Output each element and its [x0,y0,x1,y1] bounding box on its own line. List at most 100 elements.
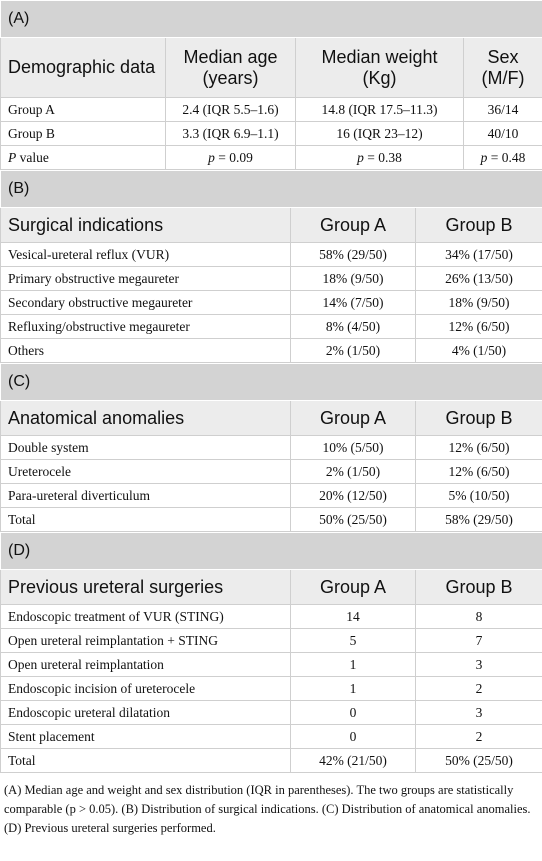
cell: 20% (12/50) [290,483,416,508]
cell: 12% (6/50) [415,459,542,484]
data-row: Double system 10% (5/50) 12% (6/50) [0,435,542,460]
cell: 7 [415,628,542,653]
data-row: Primary obstructive megaureter 18% (9/50)… [0,266,542,291]
header-cell: Group A [290,207,416,243]
cell: Endoscopic treatment of VUR (STING) [0,604,291,629]
cell: 3 [415,700,542,725]
section-table: (B) Surgical indications Group A Group B Ves… [0,170,542,363]
data-row: Endoscopic ureteral dilatation 0 3 [0,700,542,725]
data-row: Para-ureteral diverticulum 20% (12/50) 5% … [0,483,542,508]
cell: Primary obstructive megaureter [0,266,291,291]
cell: Refluxing/obstructive megaureter [0,314,291,339]
data-row: Ureterocele 2% (1/50) 12% (6/50) [0,459,542,484]
cell: 2 [415,724,542,749]
cell: 2.4 (IQR 5.5–1.6) [165,97,296,122]
cell: Total [0,507,291,532]
cell: 18% (9/50) [415,290,542,315]
cell: Endoscopic incision of ureterocele [0,676,291,701]
cell: 8% (4/50) [290,314,416,339]
cell: Ureterocele [0,459,291,484]
cell: 42% (21/50) [290,748,416,773]
cell: 58% (29/50) [415,507,542,532]
cell: 58% (29/50) [290,242,416,267]
cell: 2% (1/50) [290,459,416,484]
header-cell: Median weight (Kg) [295,37,464,98]
cell: 3.3 (IQR 6.9–1.1) [165,121,296,146]
cell: 0 [290,700,416,725]
section-table: (C) Anatomical anomalies Group A Group B Dou… [0,363,542,532]
cell: Group A [0,97,166,122]
header-cell: Group A [290,400,416,436]
section-label: (C) [0,363,542,401]
section-label: (B) [0,170,542,208]
cell: p = 0.48 [462,145,542,170]
section-table: (A) Demographic data Median age (years) Med… [0,0,542,170]
section-band: (C) [0,363,542,401]
header-cell: Group B [415,207,542,243]
header-row: Anatomical anomalies Group A Group B [0,400,542,436]
cell: Open ureteral reimplantation + STING [0,628,291,653]
header-cell: Group A [290,569,416,605]
data-row: Total 50% (25/50) 58% (29/50) [0,507,542,532]
cell: 26% (13/50) [415,266,542,291]
cell: Open ureteral reimplantation [0,652,291,677]
cell: 18% (9/50) [290,266,416,291]
data-row: Stent placement 0 2 [0,724,542,749]
header-cell: Anatomical anomalies [0,400,291,436]
cell: 50% (25/50) [415,748,542,773]
cell: Para-ureteral diverticulum [0,483,291,508]
data-row: P value p = 0.09 p = 0.38 p = 0.48 [0,145,542,170]
cell: P value [0,145,166,170]
section-band: (D) [0,532,542,570]
header-cell: Group B [415,400,542,436]
cell: Total [0,748,291,773]
caption: (A) Median age and weight and sex distri… [4,783,531,835]
data-row: Endoscopic incision of ureterocele 1 2 [0,676,542,701]
section-band: (B) [0,170,542,208]
data-row: Open ureteral reimplantation 1 3 [0,652,542,677]
cell: 50% (25/50) [290,507,416,532]
section-band: (A) [0,0,542,38]
data-row: Open ureteral reimplantation + STING 5 7 [0,628,542,653]
cell: Group B [0,121,166,146]
header-row: Surgical indications Group A Group B [0,207,542,243]
header-cell: Group B [415,569,542,605]
cell: Endoscopic ureteral dilatation [0,700,291,725]
cell: p = 0.09 [165,145,296,170]
section-label: (D) [0,532,542,570]
header-cell: Demographic data [0,37,166,98]
cell: Stent placement [0,724,291,749]
header-cell: Previous ureteral surgeries [0,569,291,605]
cell: 14.8 (IQR 17.5–11.3) [295,97,464,122]
header-row: Previous ureteral surgeries Group A Group … [0,569,542,605]
cell: 4% (1/50) [415,338,542,363]
data-row: Refluxing/obstructive megaureter 8% (4/50… [0,314,542,339]
cell: Double system [0,435,291,460]
cell: 12% (6/50) [415,435,542,460]
cell: 14% (7/50) [290,290,416,315]
cell: 16 (IQR 23–12) [295,121,464,146]
cell: 8 [415,604,542,629]
cell: 1 [290,676,416,701]
cell: Secondary obstructive megaureter [0,290,291,315]
data-row: Group A 2.4 (IQR 5.5–1.6) 14.8 (IQR 17.5–1… [0,97,542,122]
cell: 1 [290,652,416,677]
data-row: Secondary obstructive megaureter 14% (7/5… [0,290,542,315]
header-row: Demographic data Median age (years) Median… [0,37,542,98]
cell: 14 [290,604,416,629]
header-cell: Median age (years) [165,37,296,98]
table-container: (A) Demographic data Median age (years) Med… [0,0,542,773]
cell: 34% (17/50) [415,242,542,267]
data-row: Others 2% (1/50) 4% (1/50) [0,338,542,363]
cell: 3 [415,652,542,677]
cell: Vesical-ureteral reflux (VUR) [0,242,291,267]
data-row: Group B 3.3 (IQR 6.9–1.1) 16 (IQR 23–12) 40… [0,121,542,146]
cell: 40/10 [462,121,542,146]
cell: 10% (5/50) [290,435,416,460]
cell: 2 [415,676,542,701]
cell: 36/14 [462,97,542,122]
data-row: Endoscopic treatment of VUR (STING) 14 8 [0,604,542,629]
cell: 0 [290,724,416,749]
cell: 12% (6/50) [415,314,542,339]
